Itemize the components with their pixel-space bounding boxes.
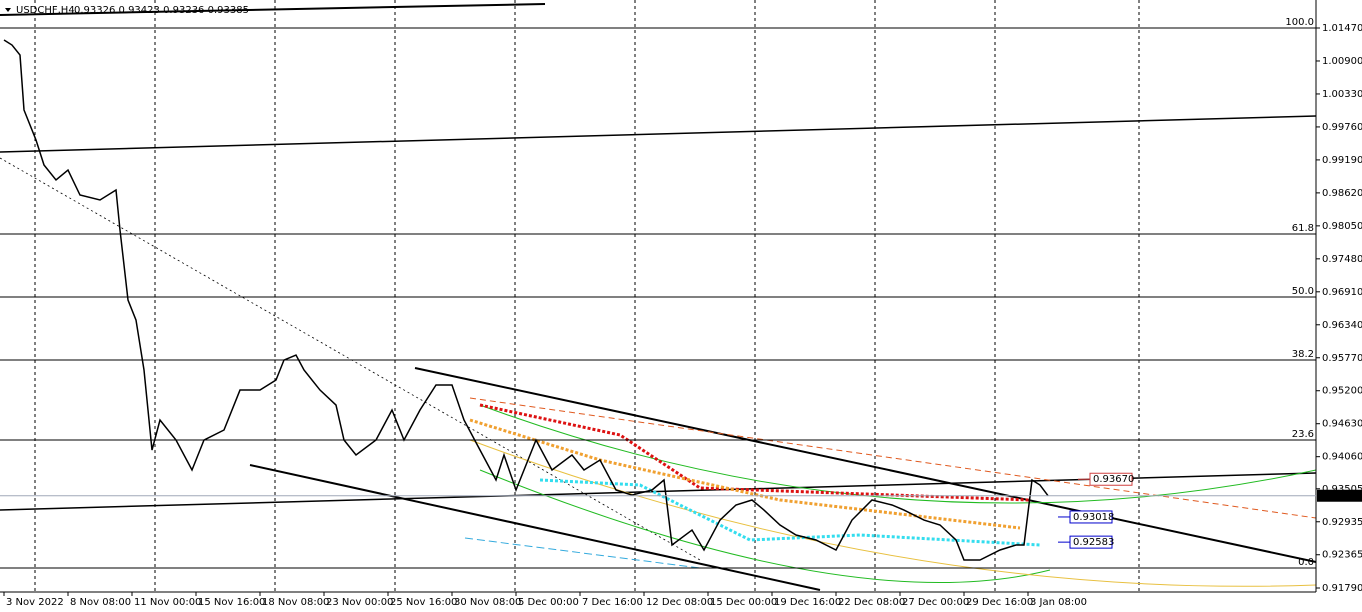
- x-tick-label: 3 Nov 2022: [6, 597, 64, 608]
- y-tick-label: 0.94060: [1322, 452, 1362, 463]
- fib-label: 50.0: [1292, 286, 1314, 297]
- x-tick-label: 22 Dec 08:00: [838, 597, 905, 608]
- current-price-label: 0.93385: [1321, 491, 1362, 502]
- y-tick-label: 0.92365: [1322, 550, 1362, 561]
- current-price-box: [1317, 489, 1362, 502]
- x-tick-label: 18 Nov 08:00: [262, 597, 329, 608]
- y-tick-label: 1.00900: [1322, 56, 1362, 67]
- regression-lower: [464, 537, 701, 569]
- price-marker-box: [1089, 472, 1133, 486]
- x-tick-label: 3 Jan 08:00: [1030, 597, 1087, 608]
- x-tick-label: 25 Nov 16:00: [390, 597, 457, 608]
- x-tick-label: 7 Dec 16:00: [582, 597, 643, 608]
- y-tick-label: 1.00330: [1322, 89, 1362, 100]
- channel-top: [414, 367, 1317, 563]
- y-tick-label: 0.95770: [1322, 353, 1362, 364]
- fib-label: 38.2: [1292, 349, 1314, 360]
- indicator-dots: [469, 418, 1021, 530]
- y-tick-label: 0.98620: [1322, 188, 1362, 199]
- regression-upper: [469, 397, 1317, 519]
- y-tick-label: 1.01470: [1322, 23, 1362, 34]
- x-tick-label: 19 Dec 16:00: [774, 597, 841, 608]
- symbol: USDCHF,H4: [16, 5, 75, 16]
- indicator-dots: [539, 478, 1041, 547]
- x-tick-label: 30 Nov 08:00: [454, 597, 521, 608]
- y-tick-label: 0.99760: [1322, 122, 1362, 133]
- y-tick-label: 0.97480: [1322, 254, 1362, 265]
- price-marker-label: 0.93018: [1073, 512, 1114, 523]
- fib-label: 61.8: [1292, 223, 1314, 234]
- x-tick-label: 29 Dec 16:00: [966, 597, 1033, 608]
- band-curve: [479, 469, 1051, 583]
- trend-line: [0, 115, 1317, 153]
- x-tick-label: 15 Dec 00:00: [710, 597, 777, 608]
- x-tick-label: 11 Nov 00:00: [134, 597, 201, 608]
- y-tick-label: 0.93505: [1322, 484, 1362, 495]
- y-tick-label: 0.91790: [1322, 583, 1362, 594]
- trend-line: [0, 3, 546, 16]
- x-tick-label: 5 Dec 00:00: [518, 597, 579, 608]
- price-marker-label: 0.93670: [1093, 474, 1134, 485]
- x-tick-label: 8 Nov 08:00: [70, 597, 131, 608]
- x-tick-label: 27 Dec 00:00: [902, 597, 969, 608]
- fib-label: 23.6: [1292, 429, 1314, 440]
- indicator-dots: [479, 403, 1031, 502]
- fib-label: 100.0: [1285, 17, 1314, 28]
- price-marker-box: [1069, 510, 1113, 524]
- y-tick-label: 0.96910: [1322, 287, 1362, 298]
- y-tick-label: 0.95200: [1322, 386, 1362, 397]
- x-tick-label: 15 Nov 16:00: [198, 597, 265, 608]
- price-marker-label: 0.92583: [1073, 537, 1114, 548]
- y-tick-label: 0.99190: [1322, 155, 1362, 166]
- y-tick-label: 0.96340: [1322, 320, 1362, 331]
- y-tick-label: 0.94630: [1322, 419, 1362, 430]
- price-line: [3, 39, 1049, 561]
- fib-label: 0.0: [1298, 557, 1314, 568]
- channel-bottom: [249, 464, 821, 591]
- x-tick-label: 23 Nov 00:00: [326, 597, 393, 608]
- band-curve: [479, 404, 1317, 504]
- price-marker-box: [1069, 535, 1113, 549]
- y-tick-label: 0.98050: [1322, 221, 1362, 232]
- band-curve: [469, 439, 1317, 587]
- collapse-arrow[interactable]: [5, 8, 11, 12]
- y-tick-label: 0.92935: [1322, 517, 1362, 528]
- ohlc: 0.93326 0.93423 0.93236 0.93385: [74, 5, 249, 16]
- x-tick-label: 12 Dec 08:00: [646, 597, 713, 608]
